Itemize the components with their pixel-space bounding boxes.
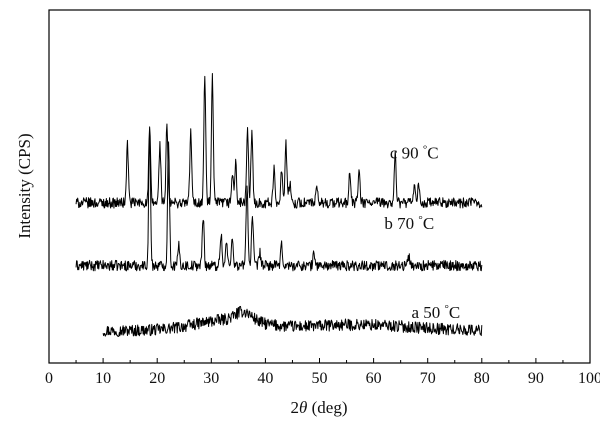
x-axis-title: 2θ (deg) xyxy=(291,398,348,417)
y-axis-title: Intensity (CPS) xyxy=(15,133,34,238)
x-tick-label-10: 10 xyxy=(95,370,111,387)
x-axis-title-variable: θ xyxy=(299,398,307,417)
series-label-c: c 90 °C xyxy=(390,143,439,162)
x-axis-title-prefix: 2 xyxy=(291,398,300,417)
x-tick-label-90: 90 xyxy=(528,370,544,387)
x-tick-label-80: 80 xyxy=(474,370,490,387)
series-label-layer: a 50 °C b 70 °C c 90 °C xyxy=(384,143,460,322)
x-tick-label-30: 30 xyxy=(203,370,219,387)
series-line-b xyxy=(75,132,483,272)
x-tick-layer: 0 10 20 30 40 50 60 70 80 90 100 xyxy=(45,358,600,387)
x-tick-label-100: 100 xyxy=(578,370,600,387)
x-tick-label-60: 60 xyxy=(366,370,382,387)
series-label-a: a 50 °C xyxy=(411,303,460,322)
x-tick-label-20: 20 xyxy=(149,370,165,387)
series-label-b: b 70 °C xyxy=(384,214,434,233)
series-line-a xyxy=(102,305,483,337)
x-tick-label-40: 40 xyxy=(257,370,273,387)
x-tick-label-50: 50 xyxy=(312,370,328,387)
x-tick-label-0: 0 xyxy=(45,370,53,387)
x-axis-title-suffix: (deg) xyxy=(307,398,347,417)
series-layer xyxy=(75,73,483,337)
series-line-c xyxy=(75,73,483,209)
x-tick-label-70: 70 xyxy=(420,370,436,387)
plot-frame xyxy=(48,9,591,364)
